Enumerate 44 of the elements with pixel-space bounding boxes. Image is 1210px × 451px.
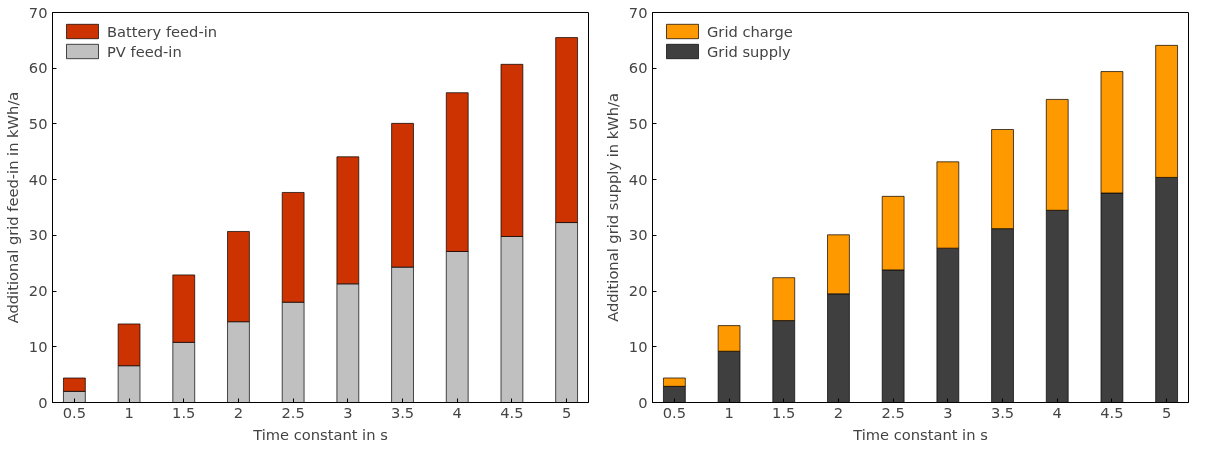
x-tick-label: 3.5 (990, 403, 1015, 421)
y-tick-label: 20 (628, 282, 648, 300)
y-tick-label: 10 (28, 337, 48, 355)
x-tick-label: 4.5 (500, 403, 524, 421)
y-tick-label: 0 (638, 393, 648, 411)
x-tick-label: 2 (233, 403, 244, 421)
x-tick-label: 0.5 (662, 403, 687, 421)
y-axis-title: Additional grid feed-in in kWh/a (3, 91, 21, 324)
x-tick-label: 1 (724, 403, 734, 421)
x-tick-label: 5 (561, 403, 572, 421)
x-tick-label: 1.5 (172, 403, 196, 421)
y-tick-label: 50 (28, 114, 48, 132)
x-axis-title: Time constant in s (852, 425, 988, 443)
legend-label: PV feed-in (107, 42, 182, 60)
y-tick-label: 10 (628, 337, 648, 355)
y-tick-label: 30 (628, 226, 648, 244)
y-tick-label: 60 (28, 59, 48, 77)
y-tick-label: 0 (38, 393, 48, 411)
legend-label: Battery feed-in (107, 22, 218, 40)
x-tick-label: 0.5 (62, 403, 87, 421)
y-tick-label: 20 (28, 282, 48, 300)
legend-label: Grid supply (707, 42, 791, 60)
x-tick-label: 1 (124, 403, 134, 421)
x-tick-label: 2.5 (281, 403, 305, 421)
y-axis-title: Additional grid supply in kWh/a (603, 93, 621, 322)
y-tick-label: 30 (28, 226, 48, 244)
x-tick-label: 4 (1052, 403, 1062, 421)
x-tick-label: 5 (1161, 403, 1172, 421)
x-tick-label: 2 (833, 403, 844, 421)
y-tick-label: 40 (628, 170, 648, 188)
x-tick-label: 4.5 (1100, 403, 1124, 421)
y-tick-label: 70 (28, 3, 48, 21)
y-tick-label: 70 (628, 3, 648, 21)
y-tick-label: 40 (28, 170, 48, 188)
x-axis-title: Time constant in s (252, 425, 388, 443)
x-tick-label: 3.5 (390, 403, 415, 421)
y-tick-label: 50 (628, 114, 648, 132)
legend-label: Grid charge (707, 22, 793, 40)
x-tick-label: 1.5 (772, 403, 796, 421)
x-tick-label: 4 (452, 403, 462, 421)
x-tick-label: 3 (943, 403, 953, 421)
y-tick-label: 60 (628, 59, 648, 77)
x-tick-label: 2.5 (881, 403, 905, 421)
x-tick-label: 3 (343, 403, 353, 421)
